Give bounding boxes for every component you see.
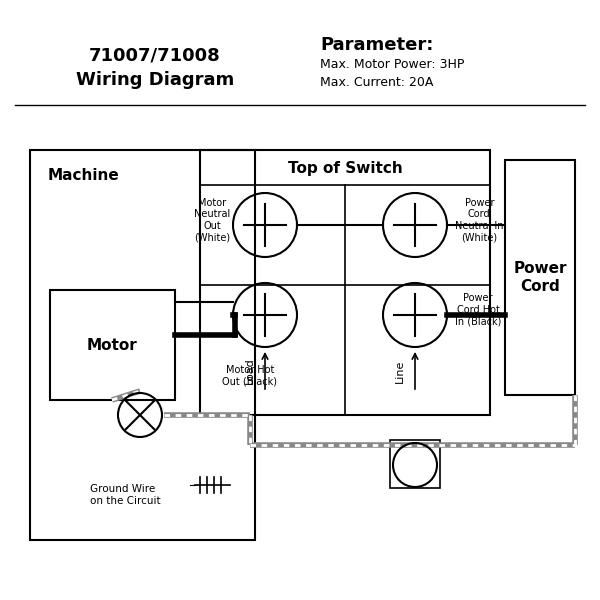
Text: Motor
Neutral
Out
(White): Motor Neutral Out (White)	[194, 197, 230, 242]
Bar	[30, 150, 255, 540]
Text: Wiring Diagram: Wiring Diagram	[76, 71, 234, 89]
Text: Line: Line	[395, 359, 405, 383]
Text: Top of Switch: Top of Switch	[287, 160, 403, 175]
Text: Max. Motor Power: 3HP: Max. Motor Power: 3HP	[320, 58, 464, 71]
Text: Ground Wire
on the Circuit: Ground Wire on the Circuit	[90, 484, 161, 506]
Text: Max. Current: 20A: Max. Current: 20A	[320, 76, 433, 88]
Text: Power
Cord: Power Cord	[513, 262, 567, 293]
Text: Motor: Motor	[87, 337, 138, 352]
Text: Motor Hot
Out (Black): Motor Hot Out (Black)	[223, 365, 277, 386]
Text: Machine: Machine	[48, 167, 120, 182]
Bar	[505, 160, 575, 395]
Text: Power
Cord Hot
In (Black): Power Cord Hot In (Black)	[455, 293, 502, 326]
Text: 71007/71008: 71007/71008	[89, 46, 221, 64]
Text: Parameter:: Parameter:	[320, 36, 433, 54]
Text: Power
Cord
Neutral In
(White): Power Cord Neutral In (White)	[455, 197, 503, 242]
Bar	[50, 290, 175, 400]
Text: Load: Load	[245, 358, 255, 385]
Bar	[200, 150, 490, 415]
Bar	[390, 440, 440, 488]
